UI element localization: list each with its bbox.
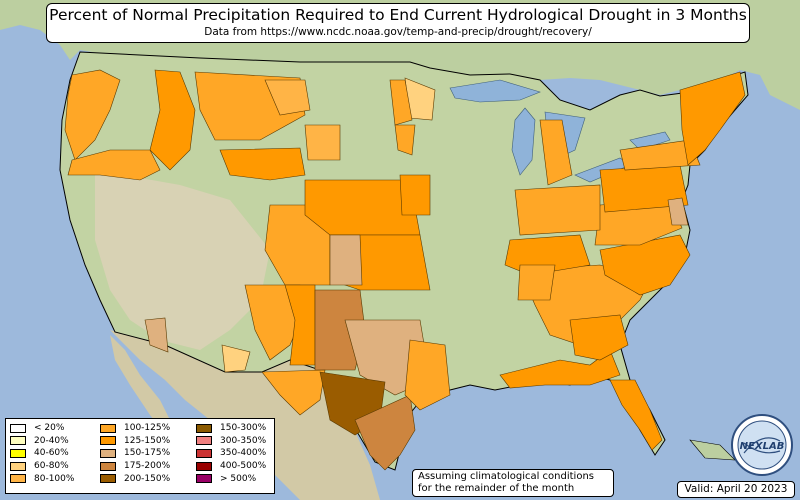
legend-item: 300-350% [196, 435, 266, 448]
legend-item: 175-200% [100, 460, 170, 473]
legend-label: > 500% [220, 473, 257, 484]
legend-item: 125-150% [100, 435, 170, 448]
region-idaho [149, 69, 196, 171]
legend-swatch [10, 436, 26, 446]
legend-item: > 500% [196, 472, 266, 485]
region-minn-west [389, 79, 413, 126]
legend-item: 100-125% [100, 422, 170, 435]
legend-swatch [196, 423, 212, 433]
legend-item: 350-400% [196, 447, 266, 460]
assumption-note: Assuming climatological conditions for t… [412, 469, 614, 497]
legend-col-2: 100-125% 125-150% 150-175% 175-200% 200-… [100, 422, 170, 485]
legend: < 20% 20-40% 40-60% 60-80% 80-100% 100-1… [5, 418, 275, 494]
region-michigan [539, 119, 573, 186]
region-new-mexico [284, 284, 316, 366]
legend-label: 150-175% [124, 448, 171, 459]
legend-label: 60-80% [34, 461, 69, 472]
legend-swatch [10, 474, 26, 484]
legend-swatch [196, 448, 212, 458]
nexlab-logo: NEXLAB [731, 414, 793, 476]
logo-text: NEXLAB [740, 441, 785, 452]
legend-col-3: 150-300% 300-350% 350-400% 400-500% > 50… [196, 422, 266, 485]
legend-label: 100-125% [124, 423, 171, 434]
legend-swatch [100, 474, 116, 484]
legend-item: 40-60% [10, 447, 74, 460]
note-line-1: Assuming climatological conditions [418, 471, 594, 482]
note-line-2: for the remainder of the month [418, 483, 575, 494]
legend-label: 200-150% [124, 473, 171, 484]
legend-swatch [100, 436, 116, 446]
region-new-york [619, 139, 701, 171]
legend-label: 20-40% [34, 435, 69, 446]
legend-item: 20-40% [10, 435, 74, 448]
legend-label: 175-200% [124, 461, 171, 472]
legend-item: 80-100% [10, 472, 74, 485]
valid-date: Valid: April 20 2023 [677, 481, 795, 498]
map-title: Percent of Normal Precipitation Required… [49, 6, 747, 24]
legend-label: 400-500% [220, 461, 267, 472]
region-wyoming [219, 147, 306, 181]
region-california-south [221, 344, 251, 373]
legend-label: 300-350% [220, 435, 267, 446]
drought-regions [64, 69, 746, 471]
legend-swatch [196, 436, 212, 446]
legend-label: 40-60% [34, 448, 69, 459]
region-oklahoma-tan [329, 234, 363, 286]
region-georgia [569, 314, 629, 361]
legend-label: < 20% [34, 423, 65, 434]
region-california-coast [144, 317, 169, 353]
legend-item: 200-150% [100, 472, 170, 485]
map-subtitle: Data from https://www.ncdc.noaa.gov/temp… [204, 26, 592, 38]
legend-label: 150-300% [220, 423, 267, 434]
legend-label: 80-100% [34, 473, 75, 484]
region-gulf [499, 349, 621, 389]
region-montana-east [264, 79, 311, 116]
legend-item: 150-300% [196, 422, 266, 435]
region-delmarva [667, 197, 689, 226]
legend-item: 150-175% [100, 447, 170, 460]
baja-california [110, 335, 175, 440]
legend-item: < 20% [10, 422, 74, 435]
region-oregon [67, 149, 161, 181]
legend-item: 60-80% [10, 460, 74, 473]
region-florida [609, 379, 663, 451]
legend-swatch [196, 461, 212, 471]
legend-swatch [10, 448, 26, 458]
region-dakota [304, 124, 341, 161]
legend-swatch [10, 461, 26, 471]
legend-swatch [100, 461, 116, 471]
region-iowa-dark [399, 174, 431, 216]
legend-label: 125-150% [124, 435, 171, 446]
region-texas-west [261, 369, 326, 416]
legend-swatch [196, 474, 212, 484]
legend-col-1: < 20% 20-40% 40-60% 60-80% 80-100% [10, 422, 74, 485]
region-texas-east [404, 339, 451, 411]
legend-swatch [100, 448, 116, 458]
region-pacific-nw [64, 69, 121, 161]
legend-swatch [100, 423, 116, 433]
legend-label: 350-400% [220, 448, 267, 459]
region-new-england [679, 71, 746, 166]
region-wisconsin [394, 124, 416, 156]
region-ohio-valley [514, 184, 601, 236]
region-arkansas-bar [517, 264, 556, 301]
region-carolinas [599, 234, 691, 296]
legend-swatch [10, 423, 26, 433]
west-terrain [95, 170, 270, 350]
map-title-box: Percent of Normal Precipitation Required… [46, 3, 750, 43]
legend-item: 400-500% [196, 460, 266, 473]
